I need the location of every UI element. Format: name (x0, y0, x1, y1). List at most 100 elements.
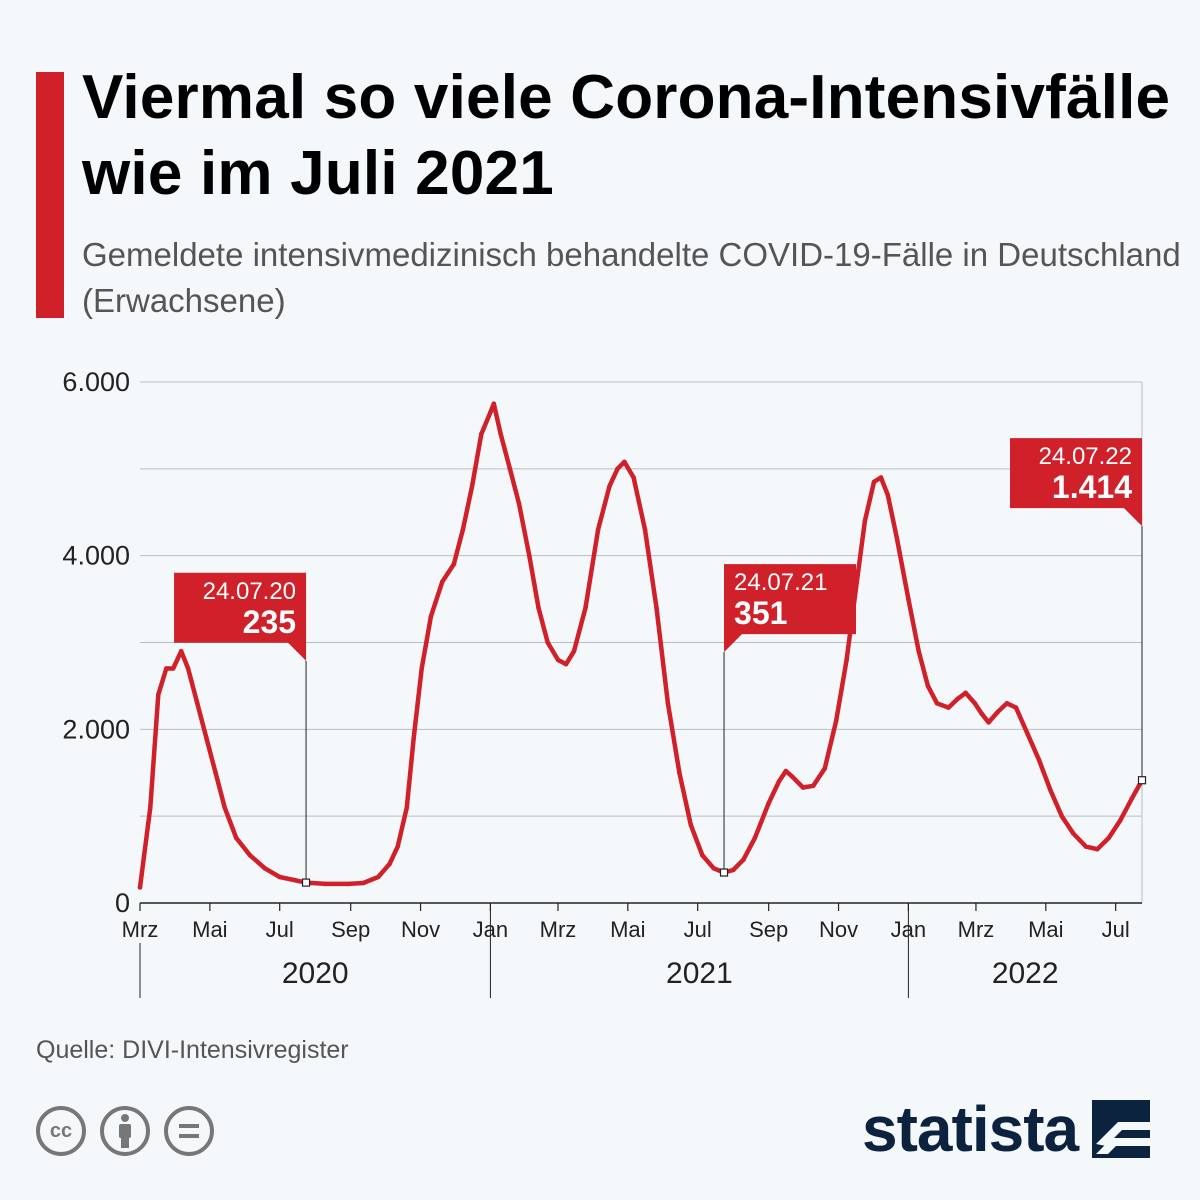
data-point (642, 527, 648, 532)
no-derivatives-equals-icon[interactable] (164, 1106, 214, 1156)
statista-logo[interactable]: statista (862, 1092, 1151, 1166)
x-tick-label: Mai (1028, 917, 1063, 942)
data-point (148, 805, 153, 810)
x-tick-label: Jul (1102, 917, 1130, 942)
data-point (479, 431, 484, 437)
data-point (387, 861, 392, 867)
data-point (428, 614, 434, 619)
series-line (137, 401, 1145, 890)
data-point (622, 459, 627, 465)
data-point (1129, 796, 1134, 802)
y-tick-label: 4.000 (62, 541, 130, 571)
data-point (1083, 844, 1089, 849)
data-point (934, 701, 940, 706)
annotation-value-label: 351 (734, 595, 787, 631)
data-point (766, 800, 771, 806)
x-tick-label: Sep (749, 917, 788, 942)
data-point (700, 852, 705, 858)
data-point (906, 596, 911, 602)
data-point (665, 701, 671, 706)
data-point (822, 766, 828, 771)
data-point (185, 666, 191, 671)
data-point (878, 475, 884, 480)
annotation-value-label: 235 (243, 604, 296, 640)
annotation-marker (719, 868, 729, 877)
annotation-marker (301, 878, 311, 887)
data-point (916, 648, 921, 654)
data-point (460, 527, 466, 532)
year-label: 2020 (282, 957, 349, 990)
data-point (1004, 701, 1010, 706)
data-point (247, 852, 253, 858)
data-point (1106, 835, 1112, 841)
data-point (979, 711, 984, 716)
data-point (488, 410, 493, 415)
chart-title: Viermal so viele Corona-Intensivfälle wi… (82, 63, 1171, 208)
data-point (995, 709, 1000, 715)
brand-name: statista (862, 1093, 1079, 1165)
data-point (469, 483, 475, 489)
x-tick-label: Nov (819, 917, 858, 942)
data-point (631, 475, 636, 480)
attribution-person-icon[interactable] (100, 1106, 150, 1156)
accent-bar (36, 72, 64, 318)
cc-icon[interactable]: cc (36, 1106, 86, 1156)
data-point (615, 466, 620, 472)
x-tick-label: Jul (684, 917, 712, 942)
annotation-box (724, 564, 857, 653)
annotation-date-label: 24.07.20 (203, 578, 296, 605)
data-point (1048, 787, 1053, 793)
data-point (986, 720, 991, 725)
data-point (963, 690, 968, 696)
data-point (137, 885, 143, 890)
annotation-date-label: 24.07.21 (734, 569, 827, 596)
data-point (491, 401, 497, 407)
y-tick-label: 2.000 (62, 714, 130, 744)
source-note: Quelle: DIVI-Intensivregister (36, 1036, 349, 1064)
statista-mark-icon (1092, 1100, 1151, 1158)
annotation-value-label: 1.414 (1052, 469, 1132, 505)
data-point (277, 874, 283, 880)
data-point (871, 479, 877, 485)
data-point (527, 553, 532, 558)
data-point (178, 648, 184, 654)
data-point (170, 666, 176, 671)
data-point (404, 805, 410, 810)
data-point (752, 835, 758, 841)
data-point (595, 527, 601, 532)
cc-label: cc (49, 1119, 73, 1142)
data-point (1095, 846, 1100, 852)
license-icons: cc (36, 1106, 214, 1156)
annotation-date-label: 24.07.22 (1039, 443, 1132, 470)
data-point (894, 536, 900, 541)
data-point (741, 857, 746, 862)
data-point (536, 605, 541, 611)
data-point (195, 701, 200, 706)
data-point (222, 805, 227, 810)
x-tick-label: Mrz (540, 917, 577, 942)
data-point (233, 835, 239, 841)
data-point (955, 696, 960, 702)
data-point (1025, 731, 1030, 736)
data-point (711, 866, 716, 871)
data-point (1117, 818, 1123, 823)
x-tick-label: Mai (192, 917, 227, 942)
data-point (451, 562, 457, 567)
data-point (516, 501, 522, 506)
data-point (844, 657, 849, 663)
annotation-marker (1137, 776, 1147, 785)
x-tick-label: Mrz (958, 917, 995, 942)
data-point (411, 735, 417, 741)
data-point (346, 881, 351, 887)
data-point (213, 770, 218, 776)
annotation-box (1010, 438, 1142, 527)
data-point (1013, 705, 1019, 710)
data-point (262, 866, 268, 871)
data-point (885, 492, 891, 498)
data-point (790, 774, 795, 780)
data-point (677, 770, 682, 776)
data-point (583, 605, 588, 611)
y-tick-label: 6.000 (62, 367, 130, 397)
x-tick-label: Mrz (122, 917, 159, 942)
